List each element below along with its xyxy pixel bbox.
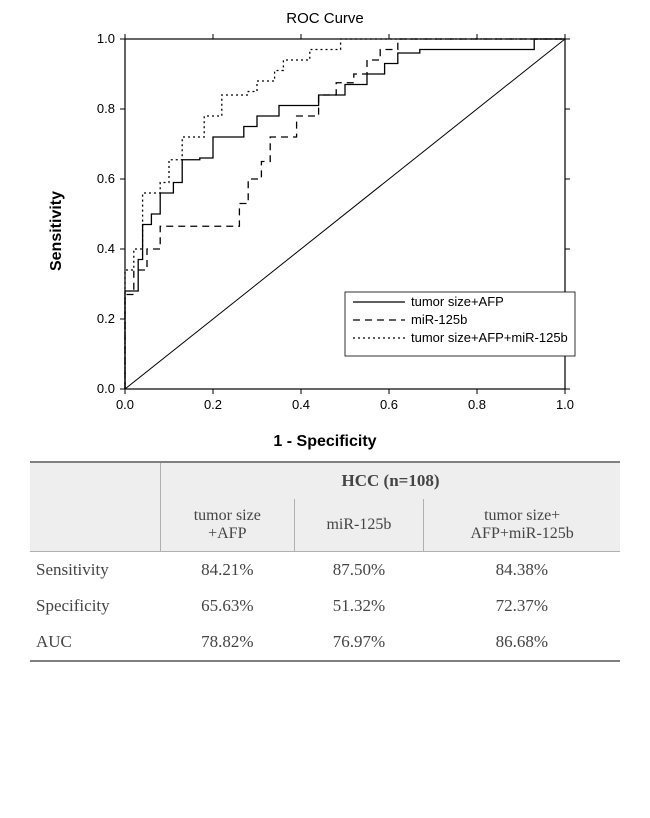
- y-axis-label: Sensitivity: [48, 190, 66, 270]
- svg-text:0.6: 0.6: [380, 397, 398, 412]
- svg-text:tumor size+AFP: tumor size+AFP: [411, 294, 504, 309]
- svg-text:1.0: 1.0: [97, 31, 115, 46]
- svg-text:0.4: 0.4: [97, 241, 115, 256]
- cell: 78.82%: [161, 624, 295, 661]
- cell: 87.50%: [294, 552, 424, 589]
- col-header-3: tumor size+AFP+miR-125b: [424, 499, 620, 552]
- svg-text:tumor size+AFP+miR-125b: tumor size+AFP+miR-125b: [411, 330, 568, 345]
- col-header-1: tumor size+AFP: [161, 499, 295, 552]
- cell: 65.63%: [161, 588, 295, 624]
- svg-text:1.0: 1.0: [556, 397, 574, 412]
- cell: 86.68%: [424, 624, 620, 661]
- svg-text:0.6: 0.6: [97, 171, 115, 186]
- cell: 84.21%: [161, 552, 295, 589]
- chart-canvas: 0.0 0.2 0.4 0.6 0.8 1.0 0.0 0.2 0.4 0.6 0.8 1.0 tumo…: [45, 29, 605, 429]
- col-header-2: miR-125b: [294, 499, 424, 552]
- svg-text:miR-125b: miR-125b: [411, 312, 467, 327]
- x-axis-label: 1 - Specificity: [45, 433, 605, 451]
- svg-text:0.0: 0.0: [97, 381, 115, 396]
- roc-chart: ROC Curve Sensitivity 0.0 0.2 0.4 0.6 0.8 1.0…: [45, 10, 605, 451]
- chart-title: ROC Curve: [45, 10, 605, 27]
- svg-text:0.0: 0.0: [116, 397, 134, 412]
- svg-text:0.8: 0.8: [468, 397, 486, 412]
- cell: 72.37%: [424, 588, 620, 624]
- row-label-specificity: Specificity: [30, 588, 161, 624]
- row-label-sensitivity: Sensitivity: [30, 552, 161, 589]
- cell: 76.97%: [294, 624, 424, 661]
- cell: 51.32%: [294, 588, 424, 624]
- row-label-auc: AUC: [30, 624, 161, 661]
- metrics-table: HCC (n=108) tumor size+AFP miR-125b tumo…: [30, 461, 620, 662]
- table-header: HCC (n=108): [161, 462, 621, 499]
- cell: 84.38%: [424, 552, 620, 589]
- svg-text:0.4: 0.4: [292, 397, 310, 412]
- svg-text:0.2: 0.2: [204, 397, 222, 412]
- svg-text:0.8: 0.8: [97, 101, 115, 116]
- svg-text:0.2: 0.2: [97, 311, 115, 326]
